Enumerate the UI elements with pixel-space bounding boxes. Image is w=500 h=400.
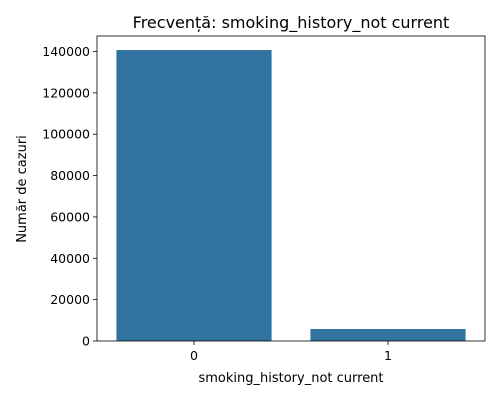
y-tick-label: 40000 [50,251,90,266]
y-tick-label: 120000 [42,85,90,100]
chart-title: Frecvență: smoking_history_not current [133,13,450,33]
x-tick-label: 1 [384,348,392,363]
bar-0 [116,50,272,342]
x-axis-label: smoking_history_not current [198,371,383,386]
y-tick-label: 0 [82,334,90,349]
y-tick-label: 100000 [42,127,90,142]
y-axis-label: Număr de cazuri [15,135,30,243]
bars-group [116,50,466,342]
y-tick-label: 20000 [50,292,90,307]
y-tick-label: 60000 [50,209,90,224]
y-axis-ticks: 0 20000 40000 60000 80000 100000 120000 140000 [42,44,97,349]
bar-1 [310,329,466,341]
x-tick-label: 0 [190,348,198,363]
plot-frame [96,35,486,342]
y-tick-label: 140000 [42,44,90,59]
y-tick-label: 80000 [50,168,90,183]
